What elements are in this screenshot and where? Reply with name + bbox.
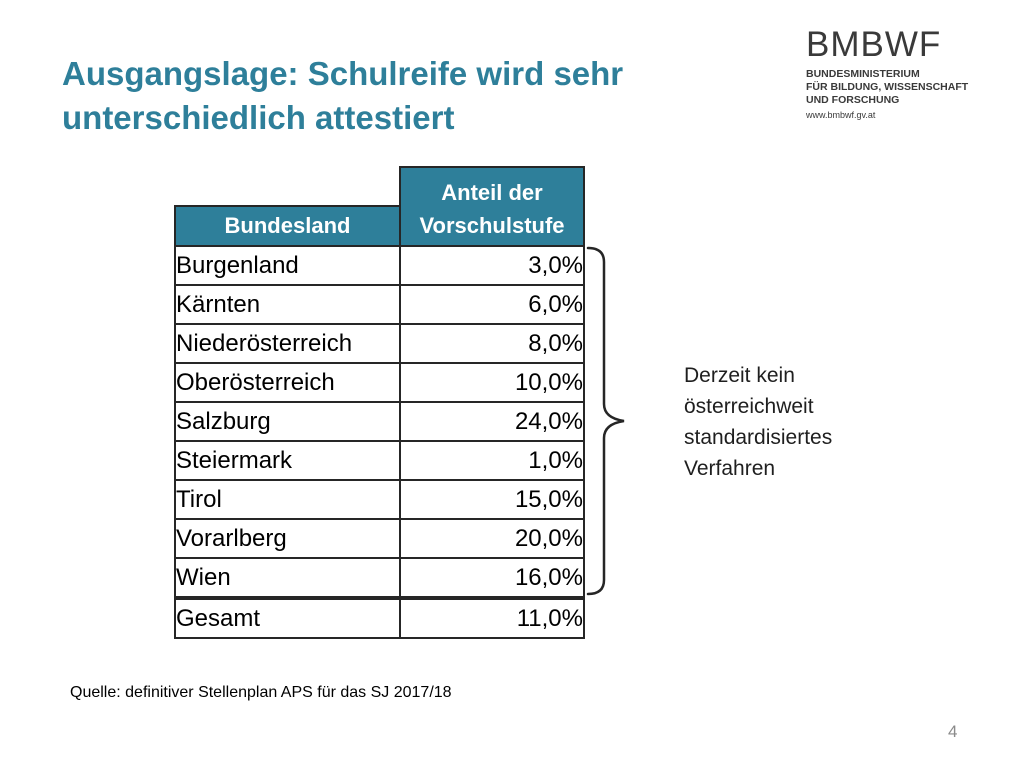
table-cell-share: 8,0% [399, 324, 585, 364]
table-cell-region: Tirol [174, 480, 401, 520]
table-cell-share: 6,0% [399, 285, 585, 325]
annotation-line-1: Derzeit kein [684, 364, 795, 387]
logo-line-3: UND FORSCHUNG [806, 94, 900, 106]
table-row: Tirol 15,0% [174, 480, 585, 520]
table-cell-region: Niederösterreich [174, 324, 401, 364]
table-row: Niederösterreich 8,0% [174, 324, 585, 364]
table-cell-region: Vorarlberg [174, 519, 401, 559]
slide-title: Ausgangslage: Schulreife wird sehr unter… [62, 55, 624, 136]
page-number: 4 [948, 722, 958, 741]
annotation-line-2: österreichweit [684, 395, 814, 418]
table-cell-total-label: Gesamt [174, 596, 401, 639]
table-header-region: Bundesland [174, 205, 401, 247]
curly-brace-icon [586, 246, 625, 596]
table-cell-total-share: 11,0% [399, 596, 585, 639]
logo-url: www.bmbwf.gv.at [806, 110, 876, 120]
table-header-share-line2: Vorschulstufe [399, 206, 585, 247]
table-cell-share: 10,0% [399, 363, 585, 403]
table-cell-share: 3,0% [399, 246, 585, 286]
table-row: Burgenland 3,0% [174, 246, 585, 286]
table-cell-share: 16,0% [399, 558, 585, 599]
table-cell-region: Steiermark [174, 441, 401, 481]
table-cell-share: 15,0% [399, 480, 585, 520]
table-total-row: Gesamt 11,0% [174, 596, 585, 639]
table-cell-share: 20,0% [399, 519, 585, 559]
logo-wordmark: BMBWF [806, 25, 942, 64]
table-header-row-top: Anteil der [175, 166, 585, 206]
annotation-line-3: standardisiertes [684, 426, 833, 449]
table-row: Wien 16,0% [174, 558, 585, 599]
table-row: Salzburg 24,0% [174, 402, 585, 442]
logo-line-1: BUNDESMINISTERIUM [806, 68, 920, 80]
source-note: Quelle: definitiver Stellenplan APS für … [70, 684, 452, 701]
table-cell-region: Wien [174, 558, 401, 599]
table-row: Vorarlberg 20,0% [174, 519, 585, 559]
annotation-line-4: Verfahren [684, 457, 776, 480]
table-cell-region: Salzburg [174, 402, 401, 442]
logo-line-2: FÜR BILDUNG, WISSENSCHAFT [806, 81, 969, 93]
table-header-share-line1: Anteil der [399, 166, 585, 206]
table-row: Kärnten 6,0% [174, 285, 585, 325]
table-cell-share: 24,0% [399, 402, 585, 442]
table-cell-share: 1,0% [399, 441, 585, 481]
ministry-logo: BMBWF BUNDESMINISTERIUM FÜR BILDUNG, WIS… [806, 26, 1016, 121]
table-header-row-bottom: Bundesland Vorschulstufe [174, 205, 585, 247]
table-row: Oberösterreich 10,0% [174, 363, 585, 403]
preschool-share-table: Anteil der Bundesland Vorschulstufe Burg… [174, 166, 585, 639]
table-row: Steiermark 1,0% [174, 441, 585, 481]
table-cell-region: Oberösterreich [174, 363, 401, 403]
table-cell-region: Burgenland [174, 246, 401, 286]
table-header-blank [175, 167, 400, 206]
annotation-note: Derzeit kein österreichweit standardisie… [684, 360, 904, 484]
table-cell-region: Kärnten [174, 285, 401, 325]
